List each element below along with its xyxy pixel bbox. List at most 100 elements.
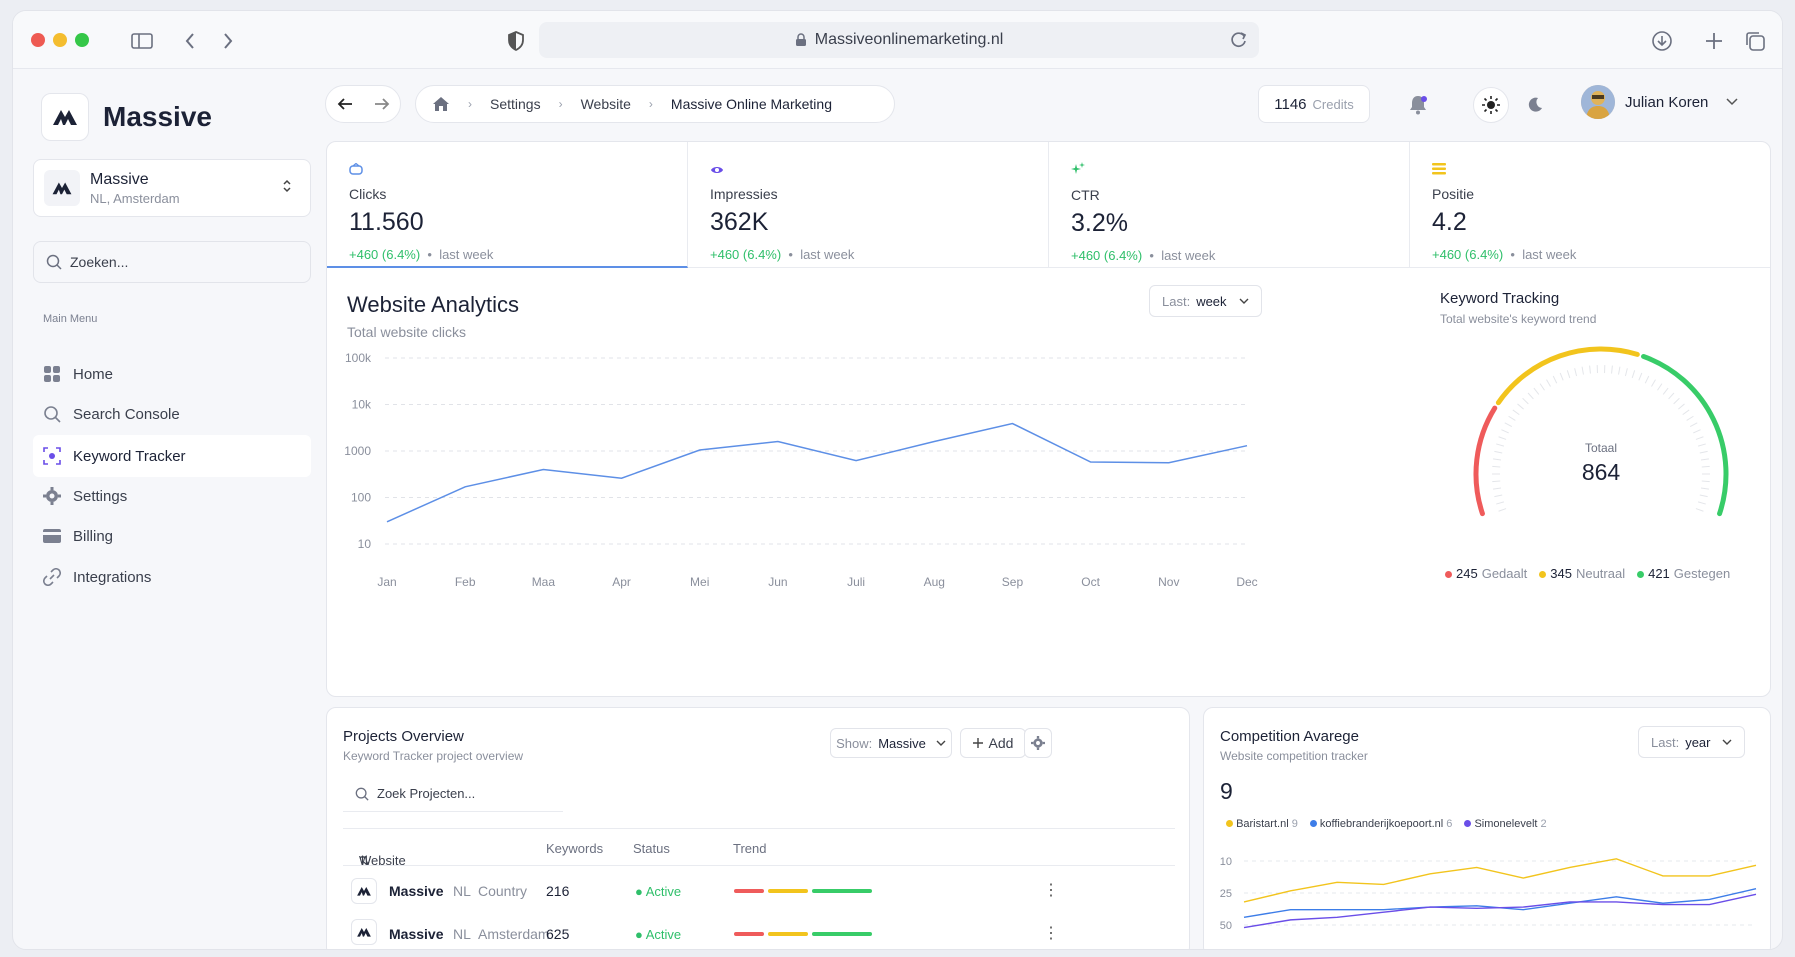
arrow-right-icon[interactable] xyxy=(374,97,390,111)
legend-gedaalt: 245 Gedaalt xyxy=(1445,566,1527,581)
competition-card: Competition Avarege Website competition … xyxy=(1203,707,1771,949)
sidebar: Massive Massive NL, Amsterdam Zoeken... … xyxy=(13,69,333,949)
sidebar-item-billing[interactable]: Billing xyxy=(33,515,311,557)
new-tab-icon[interactable] xyxy=(1701,28,1727,54)
user-menu[interactable]: Julian Koren xyxy=(1581,85,1738,119)
gauge-tick xyxy=(1657,383,1663,391)
bell-icon[interactable] xyxy=(1409,95,1427,115)
sidebar-item-settings[interactable]: Settings xyxy=(33,475,311,517)
more-options-icon[interactable]: ⋮ xyxy=(1043,882,1059,899)
arrow-left-icon[interactable] xyxy=(337,97,353,111)
minimize-window-button[interactable] xyxy=(53,33,67,47)
gauge-tick xyxy=(1624,368,1628,377)
gauge-tick xyxy=(1673,397,1680,405)
gauge-tick xyxy=(1504,422,1513,428)
competition-series-line xyxy=(1243,858,1757,903)
gauge-tick xyxy=(1693,429,1701,434)
sidebar-item-label: Keyword Tracker xyxy=(73,447,186,465)
project-search-input[interactable]: Zoek Projecten... xyxy=(343,776,563,812)
table-row[interactable]: Massive NL Country 216 ● Active ⋮ xyxy=(343,868,1175,914)
breadcrumb-website[interactable]: Website xyxy=(580,96,631,112)
grid-icon xyxy=(44,366,60,382)
forward-icon[interactable] xyxy=(215,28,241,54)
credits-badge[interactable]: 1146 Credits xyxy=(1258,85,1370,123)
project-location: Country xyxy=(478,883,528,899)
stat-ctr[interactable]: CTR 3.2% +460 (6.4%) • last week xyxy=(1049,142,1410,268)
back-icon[interactable] xyxy=(177,28,203,54)
gauge-tick xyxy=(1492,480,1501,483)
sidebar-item-integrations[interactable]: Integrations xyxy=(33,556,311,598)
chevron-down-icon xyxy=(936,740,946,746)
gauge-tick xyxy=(1697,443,1706,447)
sidebar-item-home[interactable]: Home xyxy=(33,353,311,395)
gauge-segment xyxy=(1641,353,1729,517)
project-name: Massive xyxy=(389,883,444,899)
stat-impressies[interactable]: Impressies 362K +460 (6.4%) • last week xyxy=(688,142,1049,268)
stat-period: last week xyxy=(1522,247,1577,262)
gauge-tick xyxy=(1581,366,1584,375)
sidebar-search-input[interactable]: Zoeken... xyxy=(33,241,311,283)
organization-switcher[interactable]: Massive NL, Amsterdam xyxy=(33,159,311,217)
gauge-tick xyxy=(1559,372,1564,381)
gauge-tick xyxy=(1695,436,1704,440)
add-project-button[interactable]: Add xyxy=(960,728,1026,758)
stat-clicks[interactable]: Clicks 11.560 +460 (6.4%) • last week xyxy=(327,142,688,268)
gauge-tick xyxy=(1533,387,1540,395)
col-trend[interactable]: Trend xyxy=(733,841,767,856)
table-row[interactable]: Massive NL Amsterdam 625 ● Active ⋮ xyxy=(343,914,1175,949)
chevron-up-down-icon xyxy=(283,179,291,193)
x-tick-label: Oct xyxy=(1081,575,1100,589)
close-window-button[interactable] xyxy=(31,33,45,47)
col-keywords[interactable]: Keywords xyxy=(546,841,604,856)
gauge-total-label: Totaal xyxy=(1585,441,1617,455)
gear-icon xyxy=(43,487,61,505)
gauge-tick xyxy=(1494,494,1503,498)
gauge-tick xyxy=(1552,375,1558,384)
col-status[interactable]: Status xyxy=(633,841,670,856)
shield-icon[interactable] xyxy=(503,28,529,54)
period-value: week xyxy=(1196,293,1227,309)
breadcrumb-settings[interactable]: Settings xyxy=(490,96,541,112)
stat-period: last week xyxy=(800,247,855,262)
sidebar-item-search-console[interactable]: Search Console xyxy=(33,393,311,435)
more-options-icon[interactable]: ⋮ xyxy=(1043,925,1059,942)
analytics-title: Website Analytics xyxy=(347,292,520,317)
competition-series-line xyxy=(1243,893,1757,929)
x-tick-label: Jan xyxy=(377,575,396,589)
sidebar-toggle-icon[interactable] xyxy=(129,28,155,54)
maximize-window-button[interactable] xyxy=(75,33,89,47)
gauge-tick xyxy=(1682,409,1690,416)
show-label: Show: xyxy=(836,735,873,751)
stat-value: 11.560 xyxy=(349,208,424,236)
project-settings-button[interactable] xyxy=(1024,728,1052,758)
project-search-placeholder: Zoek Projecten... xyxy=(377,786,476,801)
reload-icon[interactable] xyxy=(1229,30,1249,50)
tabs-overview-icon[interactable] xyxy=(1742,28,1768,54)
search-icon xyxy=(44,406,61,423)
legend-gestegen: 421 Gestegen xyxy=(1637,566,1730,581)
stat-positie[interactable]: Positie 4.2 +460 (6.4%) • last week xyxy=(1410,142,1770,268)
gauge-tick xyxy=(1539,383,1545,391)
brand[interactable]: Massive xyxy=(41,93,212,141)
project-country: NL xyxy=(453,883,471,899)
gauge-tick xyxy=(1492,458,1502,461)
legend-simonelevelt: Simonelevelt 2 xyxy=(1464,818,1547,830)
gauge-tick xyxy=(1686,415,1694,421)
address-bar[interactable]: Massiveonlinemarketing.nl xyxy=(539,22,1259,58)
brand-name: Massive xyxy=(103,101,212,132)
user-name: Julian Koren xyxy=(1625,93,1709,111)
sidebar-item-keyword-tracker[interactable]: Keyword Tracker xyxy=(33,435,311,477)
breadcrumb-current[interactable]: Massive Online Marketing xyxy=(670,96,832,112)
project-show-select[interactable]: Show: Massive xyxy=(830,728,952,758)
home-icon[interactable] xyxy=(432,96,450,112)
menu-title: Main Menu xyxy=(43,313,98,325)
chevron-right-icon: › xyxy=(648,97,653,111)
dark-mode-button[interactable] xyxy=(1517,87,1553,123)
gauge-tick xyxy=(1695,508,1704,512)
download-icon[interactable] xyxy=(1649,28,1675,54)
browser-toolbar: Massiveonlinemarketing.nl xyxy=(13,11,1782,69)
analytics-period-select[interactable]: Last: week xyxy=(1149,285,1262,317)
competition-period-select[interactable]: Last: year xyxy=(1638,726,1746,758)
gauge-tick xyxy=(1638,372,1643,381)
light-mode-button[interactable] xyxy=(1473,87,1509,123)
